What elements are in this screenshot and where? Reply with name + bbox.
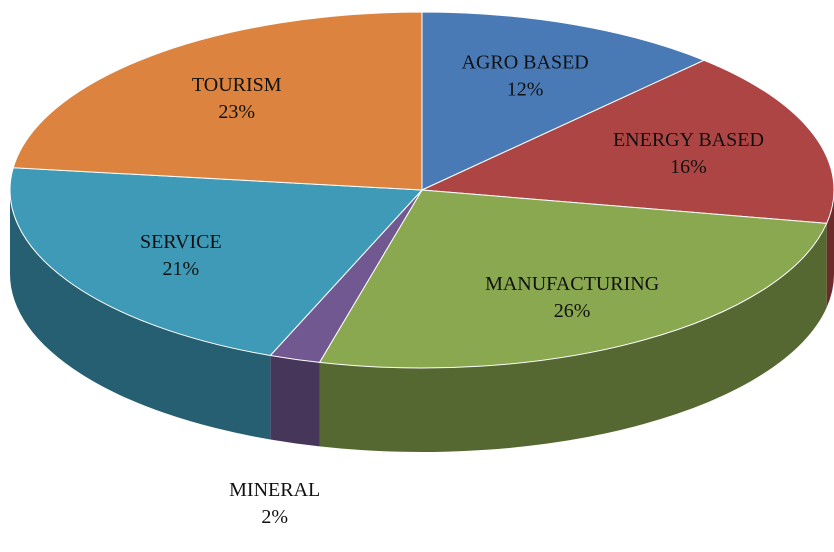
pie-side: [319, 223, 827, 452]
slice-value-label: 26%: [554, 300, 591, 322]
slice-label: MANUFACTURING: [485, 273, 659, 295]
pie-slice: [421, 11, 706, 191]
pie-slice: [318, 189, 828, 369]
pie-slice: [12, 11, 423, 191]
slice-value-label: 23%: [218, 101, 255, 123]
pie-slice: [9, 167, 424, 357]
pie-side: [10, 190, 271, 440]
slice-value-label: 21%: [163, 258, 200, 280]
slice-label: AGRO BASED: [462, 52, 589, 74]
pie-slice: [420, 59, 834, 224]
pie-side: [270, 355, 320, 447]
slice-label: TOURISM: [192, 74, 282, 96]
slice-label: SERVICE: [140, 231, 222, 253]
slice-label: MINERAL: [229, 479, 320, 501]
slice-label: ENERGY BASED: [613, 129, 764, 151]
slice-value-label: 16%: [670, 156, 707, 178]
slice-value-label: 2%: [261, 506, 288, 528]
slice-value-label: 12%: [507, 79, 544, 101]
